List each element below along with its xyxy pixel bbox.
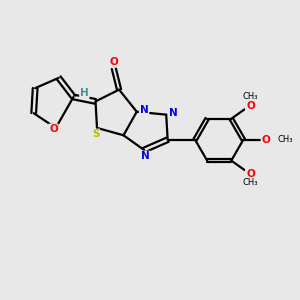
Text: O: O [246, 169, 255, 178]
Text: O: O [246, 101, 255, 111]
Text: O: O [262, 135, 270, 145]
Text: N: N [169, 108, 178, 118]
Text: CH₃: CH₃ [243, 178, 258, 187]
Text: N: N [140, 105, 148, 115]
Text: O: O [110, 57, 118, 67]
Text: CH₃: CH₃ [243, 92, 258, 101]
Text: H: H [80, 88, 89, 98]
Text: S: S [92, 129, 99, 140]
Text: N: N [141, 152, 150, 161]
Text: O: O [49, 124, 58, 134]
Text: CH₃: CH₃ [277, 135, 293, 144]
